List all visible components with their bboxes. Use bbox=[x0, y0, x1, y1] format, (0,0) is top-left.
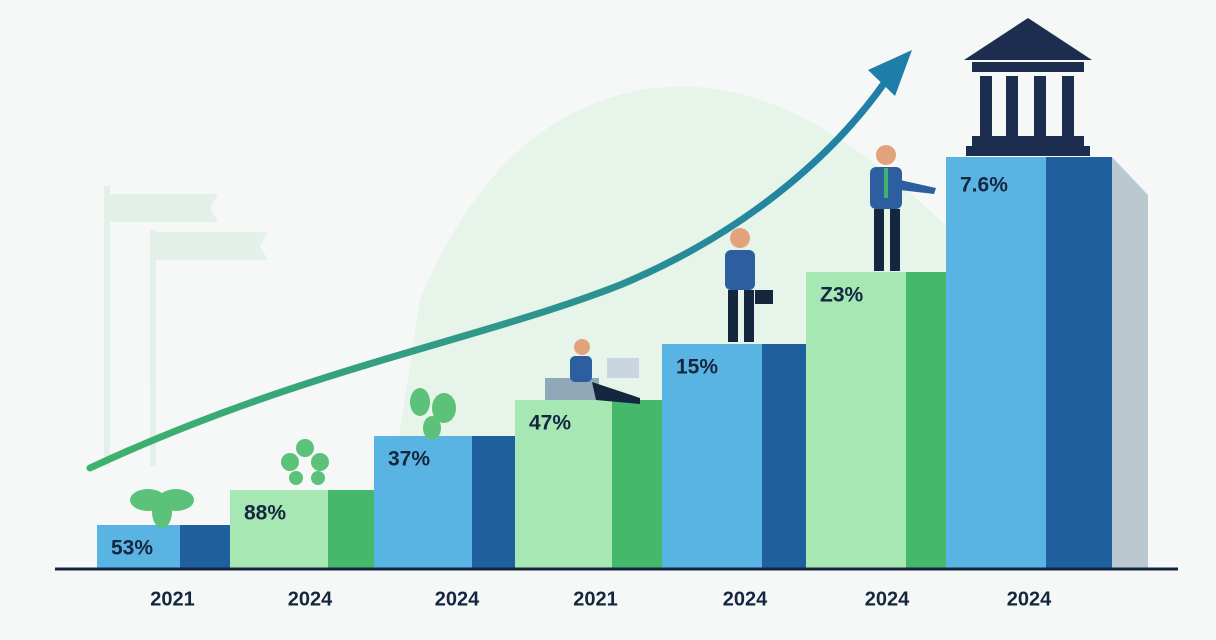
step-front bbox=[230, 490, 328, 568]
step-label: Z3% bbox=[820, 284, 864, 307]
step-front bbox=[806, 272, 906, 568]
institution-icon bbox=[964, 18, 1092, 156]
step-label: 53% bbox=[111, 537, 153, 560]
person-laptop bbox=[545, 339, 640, 404]
growth-arrow bbox=[86, 78, 889, 472]
person-briefcase bbox=[725, 228, 773, 342]
step-front bbox=[97, 525, 180, 568]
step-year: 2024 bbox=[865, 588, 910, 610]
step-front bbox=[946, 157, 1046, 568]
step-label: 47% bbox=[529, 412, 571, 435]
step-label: 15% bbox=[676, 356, 718, 379]
step-year: 2024 bbox=[1007, 588, 1052, 610]
step-year: 2021 bbox=[150, 588, 195, 610]
step-front bbox=[374, 436, 472, 568]
flags bbox=[104, 186, 268, 466]
person-pointing bbox=[870, 145, 936, 271]
step-label: 7.6% bbox=[960, 174, 1008, 197]
step-front bbox=[515, 400, 612, 568]
step-label: 88% bbox=[244, 502, 286, 525]
step-year: 2024 bbox=[288, 588, 333, 610]
step-side bbox=[1046, 157, 1112, 568]
arrow-head bbox=[868, 50, 912, 96]
step-front bbox=[662, 344, 762, 568]
step-year: 2024 bbox=[435, 588, 480, 610]
step-year: 2021 bbox=[573, 588, 618, 610]
step-label: 37% bbox=[388, 448, 430, 471]
plant-icons bbox=[130, 388, 456, 528]
step-shadow bbox=[1112, 157, 1148, 568]
step-year: 2024 bbox=[723, 588, 768, 610]
steps: 53% 2021 88% 2024 37% 2024 47% 2021 15% 2024 Z3% 20… bbox=[97, 157, 1148, 610]
